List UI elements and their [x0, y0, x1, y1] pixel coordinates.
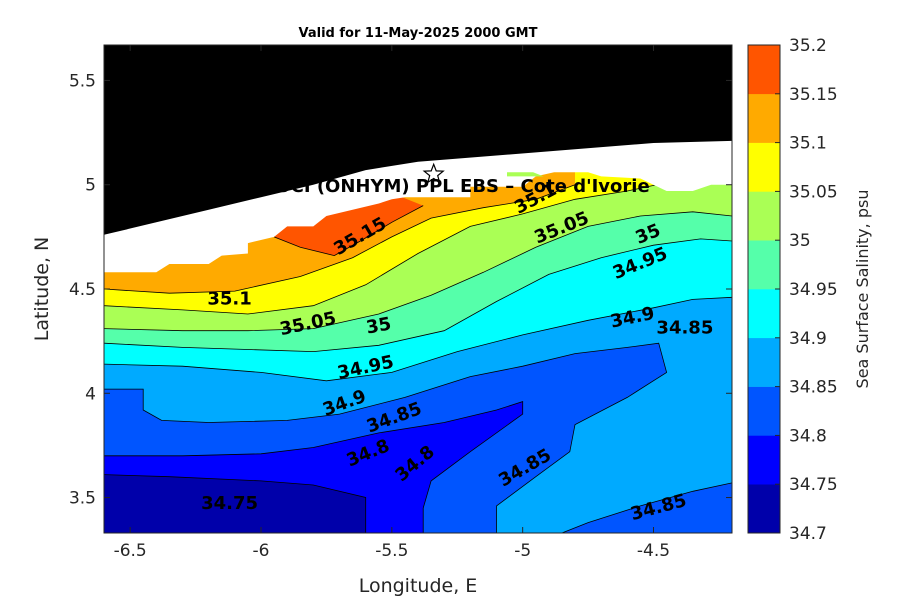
x-tick-label: -6 — [253, 541, 270, 561]
y-tick-label: 5 — [85, 176, 96, 196]
contour-line-35.1 — [104, 184, 576, 294]
site-star-icon — [422, 162, 445, 184]
x-tick-label: -6.5 — [114, 541, 147, 561]
colorbar-tick-label: 34.95 — [789, 280, 838, 300]
contour-line-35.05 — [104, 182, 667, 315]
colorbar-swatch — [748, 45, 780, 95]
colorbar-swatch — [748, 386, 780, 436]
contour-label: 35.1 — [207, 288, 251, 309]
x-tick-label: -4.5 — [637, 541, 670, 561]
y-tick-label: 4.5 — [69, 280, 96, 300]
colorbar-swatch — [748, 484, 780, 534]
band-35-coastal-patch — [507, 172, 544, 177]
land-mask — [104, 45, 732, 235]
x-tick-label: -5 — [514, 541, 531, 561]
contour-line-34.9 — [104, 296, 732, 382]
colorbar-swatch — [748, 435, 780, 485]
colorbar-tick-label: 34.8 — [789, 426, 827, 446]
contour-line-34.85 — [561, 482, 732, 533]
contour-line-34.8 — [104, 401, 524, 533]
colorbar-tick-label: 34.9 — [789, 329, 827, 349]
colorbar-swatch — [748, 93, 780, 143]
x-tick-label: -5.5 — [375, 541, 408, 561]
colorbar-title: Sea Surface Salinity, psu — [853, 190, 872, 389]
contour-line-34.75 — [104, 474, 367, 533]
chart-title: Valid for 11-May-2025 2000 GMT — [299, 26, 538, 41]
y-tick-label: 4 — [85, 384, 96, 404]
y-tick-label: 5.5 — [69, 71, 96, 91]
contour-line-35 — [104, 211, 732, 332]
contour-label: 34.85 — [656, 318, 713, 339]
colorbar-tick-label: 35.2 — [789, 36, 827, 56]
colorbar-tick-label: 34.7 — [789, 524, 827, 544]
plot-overlay: PETROCI (ONHYM) PPL EBS – Cote d'Ivorie — [224, 162, 650, 197]
colorbar-tick-label: 34.85 — [789, 378, 838, 398]
colorbar-swatch — [748, 191, 780, 241]
colorbar-swatch — [748, 240, 780, 290]
y-axis-title: Latitude, N — [31, 237, 53, 342]
colorbar-tick-label: 35 — [789, 231, 811, 251]
colorbar-tick-label: 35.05 — [789, 182, 838, 202]
contour-label: 34.75 — [201, 493, 258, 514]
y-axis: 3.5 4 4.5 5 5.5 — [69, 71, 732, 509]
colorbar-swatch — [748, 289, 780, 339]
colorbar-swatch — [748, 142, 780, 192]
contour-line-34.95 — [104, 238, 732, 353]
contour-line-35.15 — [273, 205, 424, 257]
colorbar: 34.7 34.75 34.8 34.85 34.9 34.95 35 35.05 35.1 35… — [747, 36, 838, 544]
band-34.8-east — [561, 482, 732, 533]
contour-label: 35 — [365, 313, 393, 338]
x-axis-title: Longitude, E — [359, 575, 478, 597]
colorbar-tick-label: 35.15 — [789, 85, 838, 105]
site-label: PETROCI (ONHYM) PPL EBS – Cote d'Ivorie — [224, 176, 650, 197]
y-tick-label: 3.5 — [69, 489, 96, 509]
contour-line-34.85 — [104, 342, 668, 533]
x-axis: -6.5 -6 -5.5 -5 -4.5 — [114, 45, 670, 561]
colorbar-tick-label: 35.1 — [789, 134, 827, 154]
colorbar-swatch — [748, 337, 780, 387]
colorbar-tick-label: 34.75 — [789, 475, 838, 495]
